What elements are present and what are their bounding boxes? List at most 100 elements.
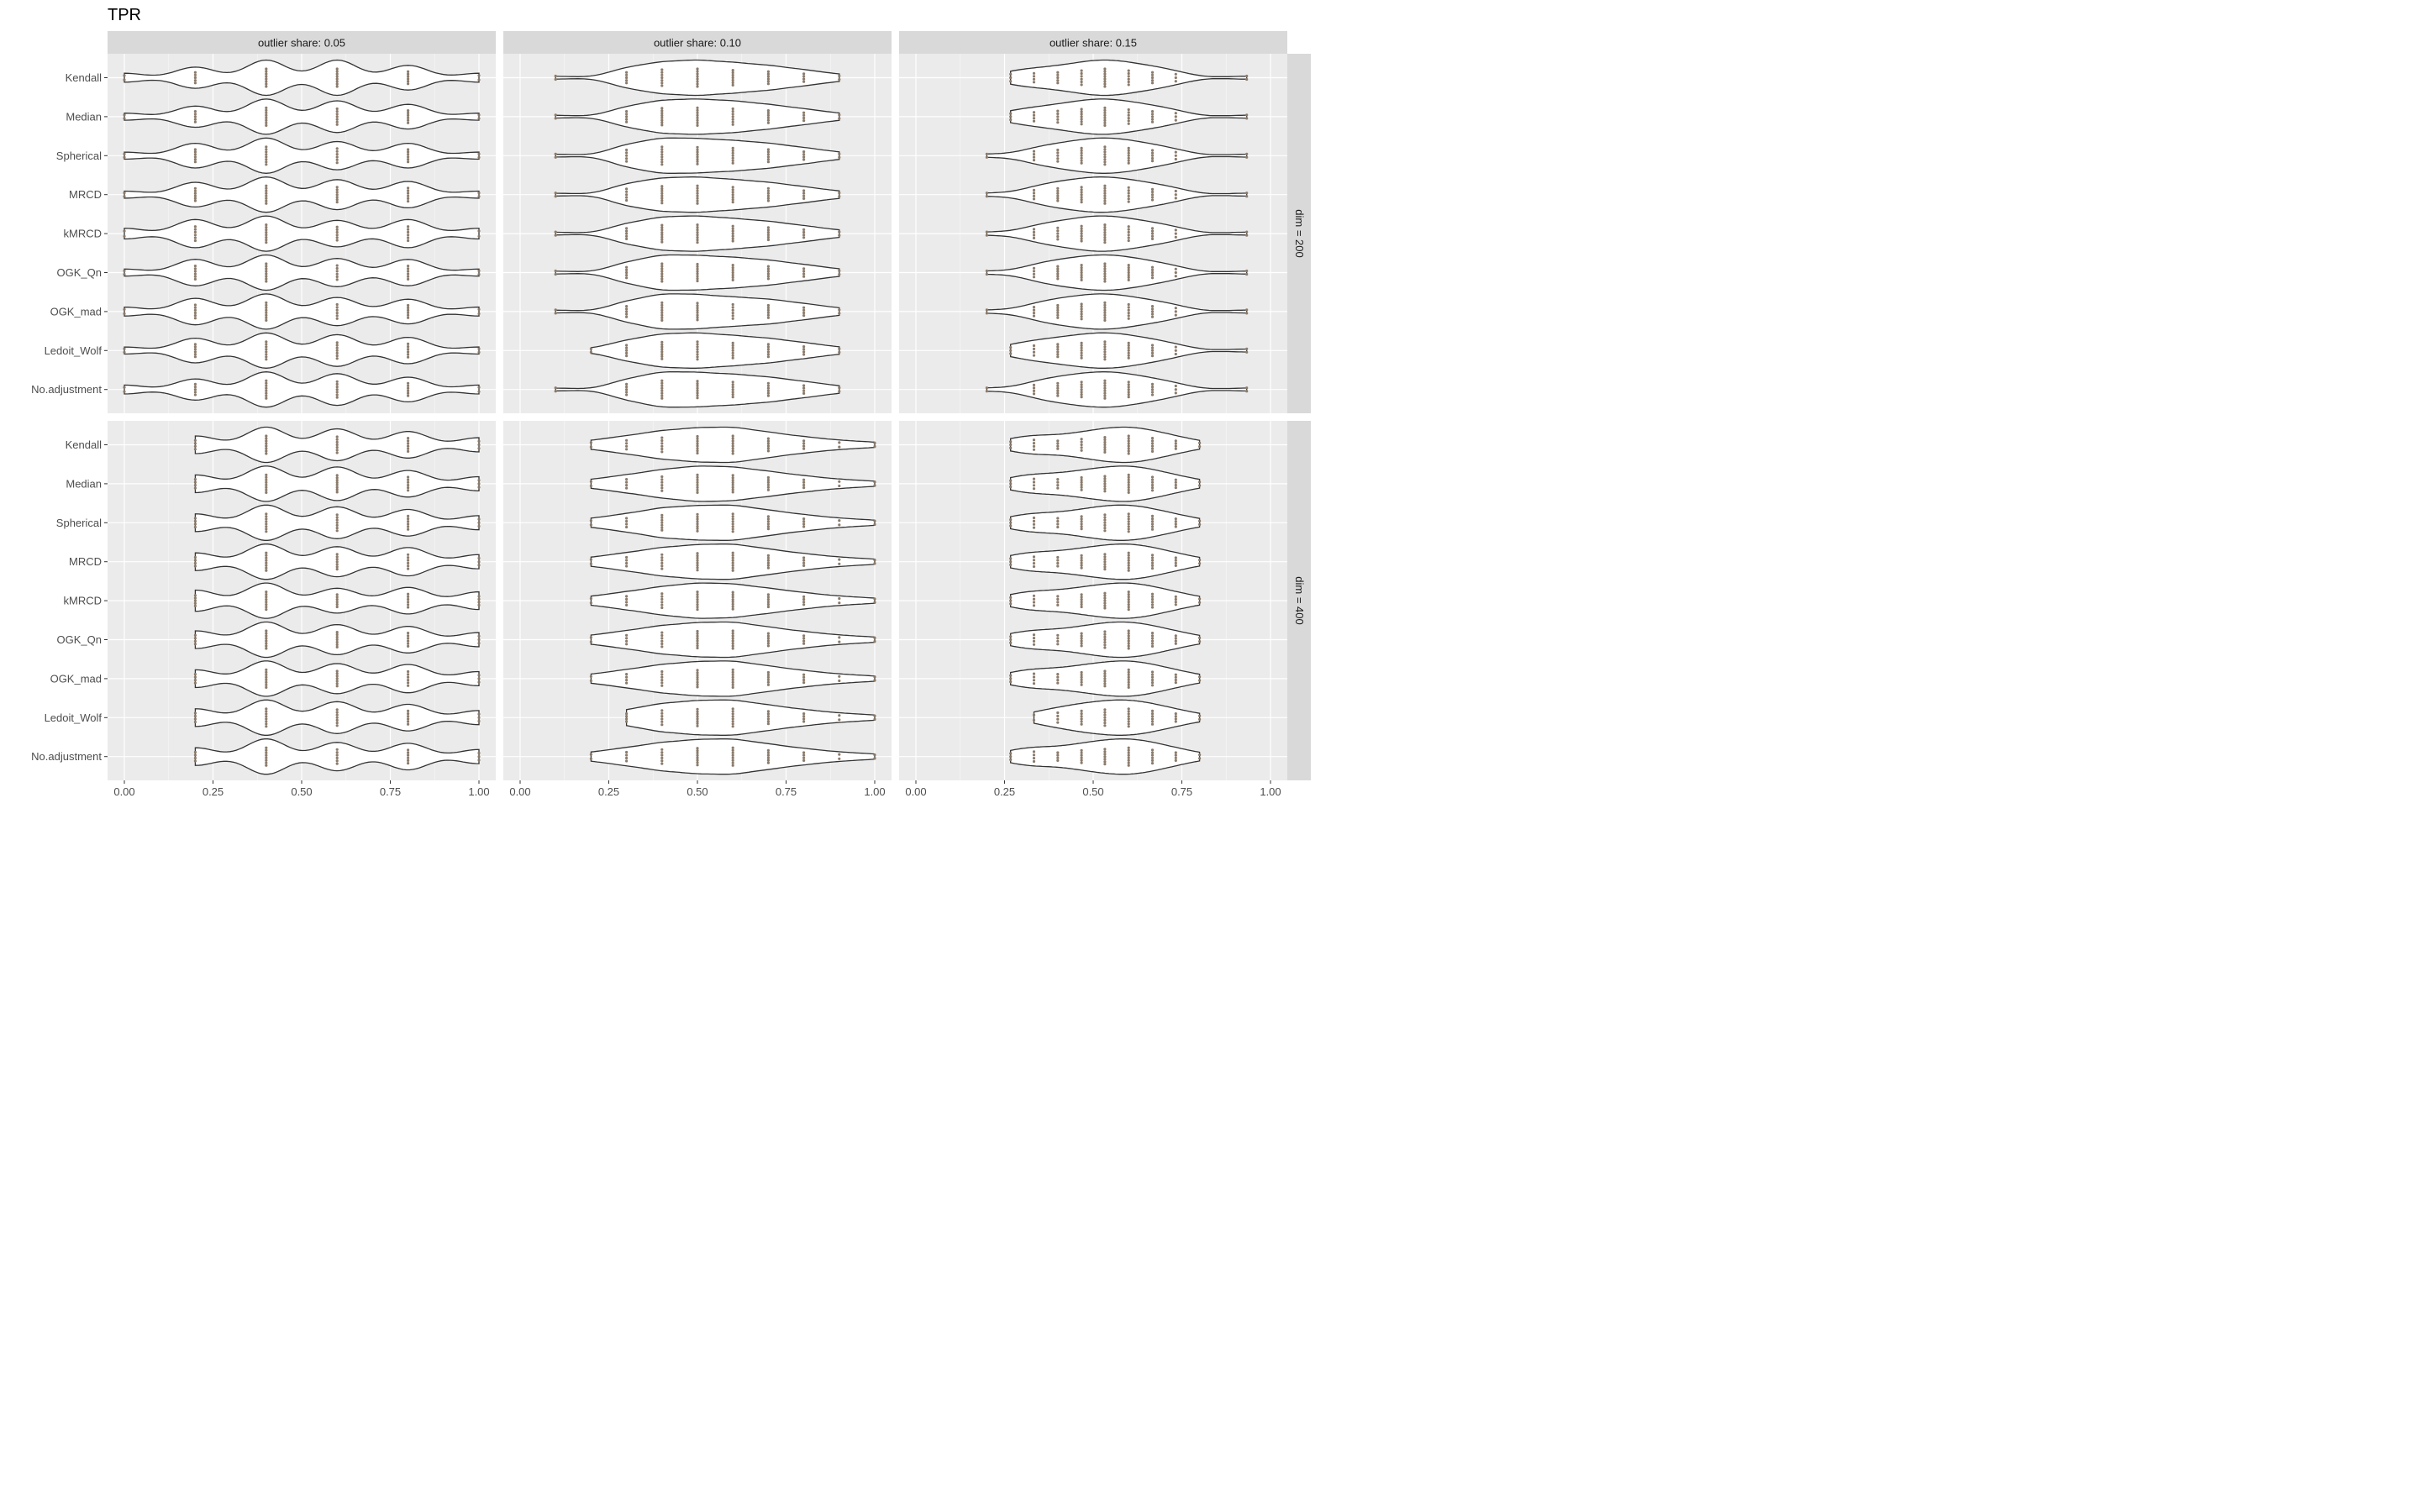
data-point: [766, 186, 771, 190]
data-point: [625, 717, 629, 721]
data-point: [193, 345, 197, 349]
data-point: [660, 484, 664, 487]
data-point: [1009, 349, 1013, 352]
data-point: [1009, 118, 1013, 122]
data-point: [660, 185, 664, 188]
data-point: [696, 155, 699, 159]
data-point: [731, 442, 734, 445]
data-point: [1127, 69, 1130, 72]
data-point: [1127, 393, 1130, 396]
data-point: [766, 444, 771, 448]
data-point: [1103, 558, 1107, 561]
data-point: [265, 389, 268, 392]
data-point: [193, 711, 197, 715]
data-point: [731, 120, 734, 123]
data-point: [265, 313, 268, 317]
data-point: [1174, 345, 1177, 349]
data-point: [554, 390, 557, 393]
data-point: [731, 276, 734, 279]
data-point: [1150, 156, 1155, 160]
data-point: [766, 272, 771, 276]
data-point: [1009, 486, 1013, 489]
data-point: [766, 189, 771, 192]
data-point: [1127, 673, 1130, 677]
data-point: [838, 714, 841, 717]
data-point: [265, 442, 268, 445]
data-point: [1150, 76, 1155, 80]
column-strip-2: [503, 31, 892, 54]
data-point: [407, 80, 410, 83]
data-point: [1103, 482, 1107, 486]
data-point: [335, 753, 339, 757]
data-point: [696, 231, 699, 234]
data-point: [1080, 715, 1083, 718]
y-tick-label-ledoit-wolf: Ledoit_Wolf: [45, 711, 103, 724]
data-point: [265, 189, 268, 192]
data-point: [873, 675, 876, 679]
data-point: [873, 562, 876, 565]
data-point: [802, 234, 806, 237]
data-point: [1103, 718, 1107, 722]
y-tick-label-median: Median: [66, 477, 102, 490]
data-point: [766, 270, 771, 273]
data-point: [802, 236, 806, 239]
data-point: [660, 238, 664, 241]
data-point: [1103, 436, 1107, 439]
data-point: [1150, 715, 1155, 718]
data-point: [660, 561, 664, 565]
data-point: [477, 447, 481, 450]
data-point: [1127, 278, 1130, 281]
data-point: [335, 682, 339, 685]
data-point: [407, 567, 410, 570]
data-point: [335, 631, 339, 634]
data-point: [265, 556, 268, 559]
data-point: [265, 155, 268, 159]
data-point: [1056, 394, 1060, 397]
data-point: [1032, 516, 1036, 520]
data-point: [1103, 316, 1107, 319]
data-point: [335, 113, 339, 116]
data-point: [193, 478, 197, 481]
data-point: [1056, 73, 1060, 76]
data-point: [1103, 116, 1107, 119]
data-point: [696, 593, 699, 596]
data-point: [696, 189, 699, 192]
data-point: [1103, 638, 1107, 642]
data-point: [696, 717, 699, 721]
data-point: [1127, 200, 1130, 203]
data-point: [265, 72, 268, 76]
data-point: [407, 348, 410, 351]
data-point: [660, 306, 664, 309]
data-point: [1080, 315, 1083, 318]
data-point: [660, 444, 664, 448]
data-point: [1009, 479, 1013, 482]
data-point: [731, 188, 734, 192]
data-point: [193, 155, 197, 159]
data-point: [731, 520, 734, 523]
data-point: [265, 394, 268, 397]
data-point: [407, 197, 410, 200]
data-point: [265, 148, 268, 151]
data-point: [625, 519, 629, 523]
data-point: [1032, 276, 1036, 279]
data-point: [477, 712, 481, 716]
data-point: [265, 163, 268, 166]
data-point: [265, 194, 268, 197]
data-point: [766, 343, 771, 346]
data-point: [335, 82, 339, 86]
data-point: [1103, 672, 1107, 675]
data-point: [731, 69, 734, 72]
data-point: [802, 595, 806, 599]
data-point: [731, 761, 734, 764]
data-point: [1103, 121, 1107, 124]
data-point: [696, 145, 699, 149]
data-point: [766, 311, 771, 314]
data-point: [1080, 396, 1083, 399]
data-point: [554, 272, 557, 276]
data-point: [265, 186, 268, 190]
data-point: [407, 559, 410, 562]
data-point: [407, 72, 410, 76]
data-point: [696, 194, 699, 197]
x-tick-label: 0.50: [687, 785, 708, 798]
data-point: [1150, 597, 1155, 601]
